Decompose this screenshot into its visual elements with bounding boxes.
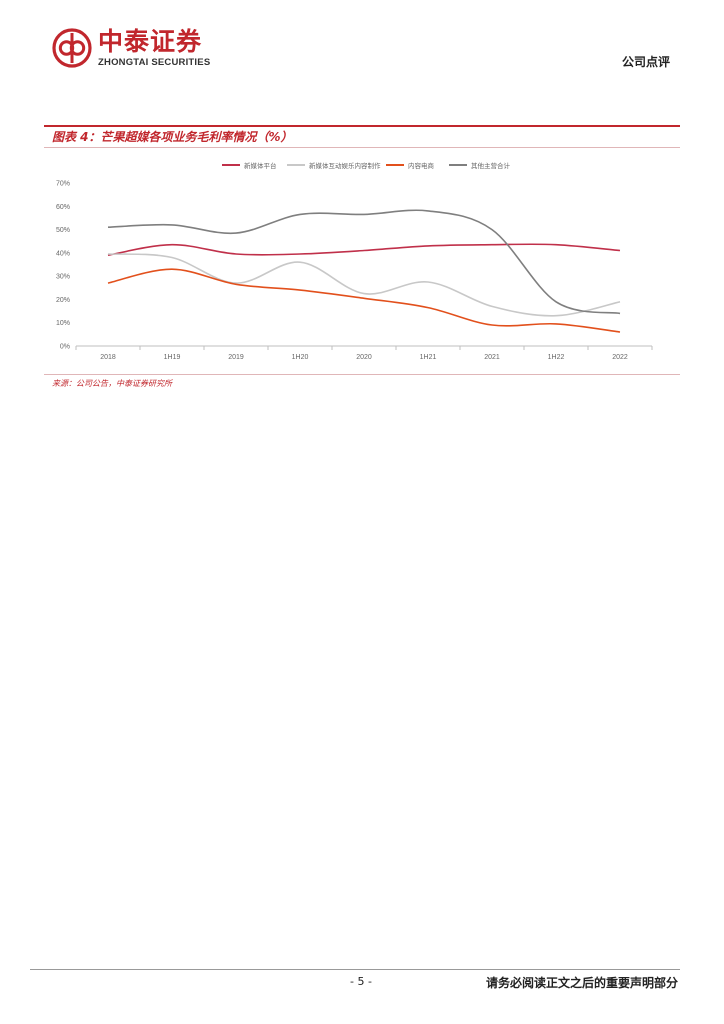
y-tick-label: 30% [56,274,70,281]
series-line [107,243,621,256]
legend-label: 其他主营合计 [471,161,511,170]
y-tick-label: 20% [56,297,70,304]
footer-disclaimer: 请务必阅读正文之后的重要声明部分 [485,976,678,990]
footer-divider [30,969,680,970]
y-tick-label: 10% [56,320,70,327]
y-tick-label: 60% [56,204,70,211]
company-logo: 中泰证券 ZHONGTAI SECURITIES [52,28,232,72]
gross-margin-chart: 新媒体平台 新媒体互动娱乐内容制作 内容电商 其他主营合计 0% 10% 20% 30% 40… [44,150,680,372]
x-tick-label: 2018 [100,354,116,361]
figure-title-divider [44,147,680,148]
series-line [107,209,621,315]
legend-label: 新媒体平台 [244,161,277,170]
zhongtai-logo-icon [52,28,92,68]
y-tick-label: 70% [56,181,70,188]
legend-label: 内容电商 [408,161,435,170]
x-tick-label: 2021 [484,354,500,361]
x-tick-label: 1H20 [292,354,309,361]
x-tick-label: 2020 [356,354,372,361]
x-tick-label: 1H19 [164,354,181,361]
page-number: - 5 - [350,975,372,988]
figure-top-divider [44,125,680,127]
x-tick-label: 2022 [612,354,628,361]
figure-title: 图表 4：芒果超媒各项业务毛利率情况（%） [52,130,293,144]
x-tick-label: 1H21 [420,354,437,361]
line-chart-svg: 新媒体平台 新媒体互动娱乐内容制作 内容电商 其他主营合计 0% 10% 20% 30% 40… [56,161,653,361]
x-tick-label: 1H22 [548,354,565,361]
y-tick-label: 40% [56,250,70,257]
y-tick-label: 50% [56,227,70,234]
logo-english-text: ZHONGTAI SECURITIES [98,57,211,68]
series-line [107,268,621,333]
y-tick-label: 0% [60,344,70,351]
figure-bottom-divider [44,374,680,375]
x-tick-label: 2019 [228,354,244,361]
series-line [107,253,621,317]
legend-label: 新媒体互动娱乐内容制作 [309,161,381,170]
report-type-label: 公司点评 [621,55,670,69]
figure-source-note: 来源：公司公告，中泰证券研究所 [52,379,172,388]
logo-chinese-text: 中泰证券 [98,27,203,56]
